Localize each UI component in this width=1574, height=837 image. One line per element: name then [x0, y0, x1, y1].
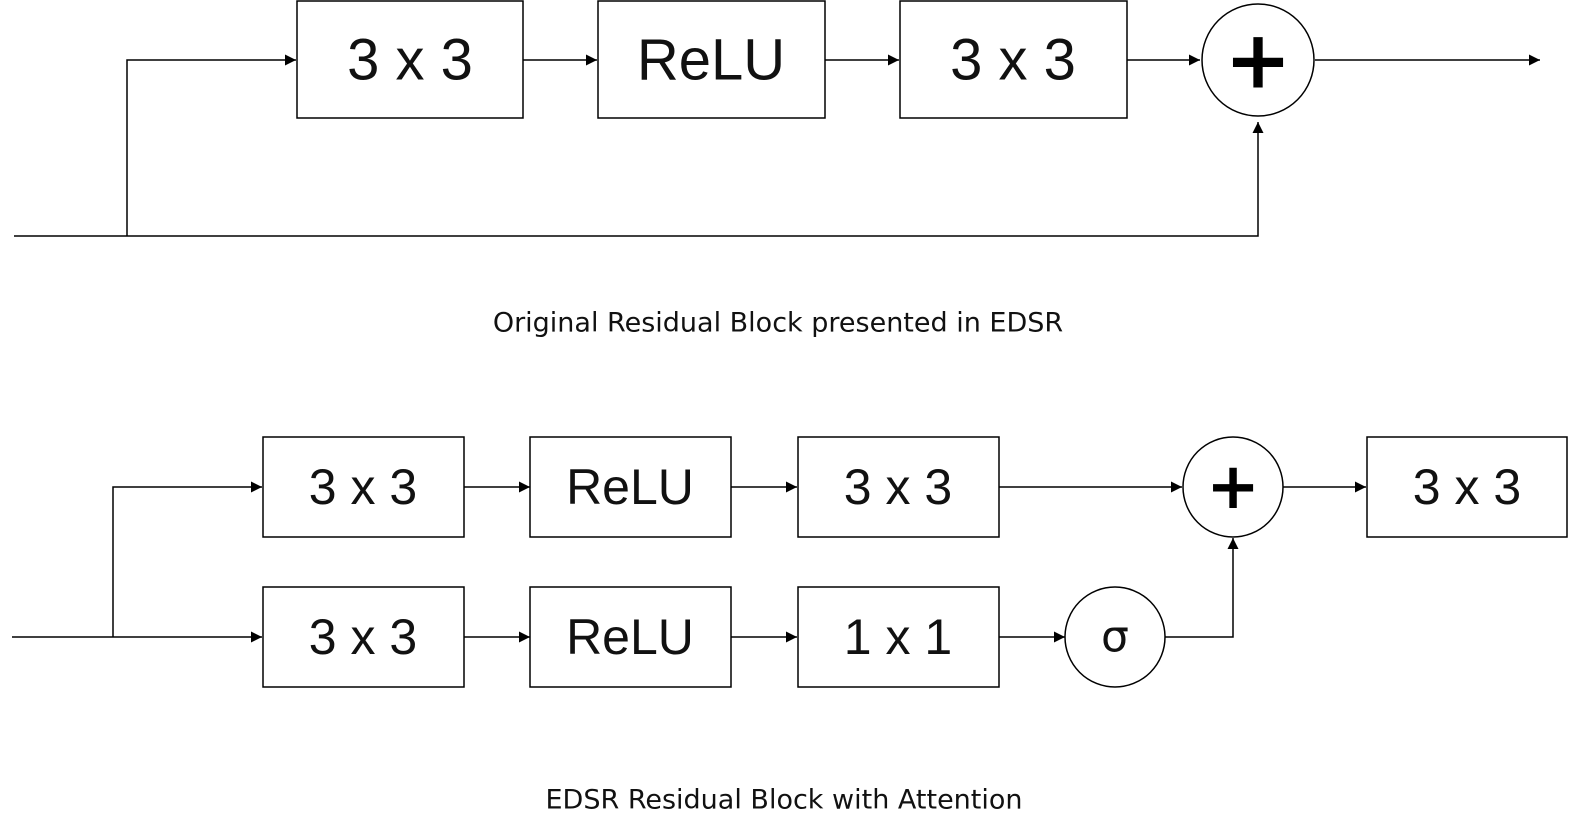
top-input-line [14, 122, 1264, 237]
top-conv-block-1-label: 3 x 3 [347, 28, 473, 93]
top-caption: Original Residual Block presented in EDS… [493, 308, 1063, 339]
bottom-add-icon: + [1206, 450, 1260, 524]
top-relu-block-label: ReLU [637, 28, 785, 93]
top-add-icon: + [1224, 14, 1291, 107]
bottom-main-conv-block-1-label: 3 x 3 [309, 459, 417, 515]
bottom-caption: EDSR Residual Block with Attention [545, 785, 1022, 816]
bottom-main-relu-block-label: ReLU [566, 459, 694, 515]
bottom-sigmoid-to-add-line [1165, 538, 1239, 638]
bottom-main-conv-block-1: 3 x 3 [262, 436, 465, 538]
top-residual-block: 3 x 3 ReLU 3 x 3 + [14, 0, 1540, 237]
top-conv-block-2: 3 x 3 [899, 0, 1128, 119]
bottom-output-conv-block: 3 x 3 [1366, 436, 1568, 538]
bottom-main-relu-block: ReLU [529, 436, 732, 538]
bottom-main-conv-block-2-label: 3 x 3 [844, 459, 952, 515]
bottom-branch-line [112, 481, 262, 637]
bottom-att-relu-block-label: ReLU [566, 609, 694, 665]
top-branch-line [126, 54, 296, 236]
bottom-att-1x1-block-label: 1 x 1 [844, 609, 952, 665]
bottom-att-conv-block: 3 x 3 [262, 586, 465, 688]
bottom-sigmoid-node: σ [1064, 586, 1166, 688]
bottom-main-conv-block-2: 3 x 3 [797, 436, 1000, 538]
bottom-att-conv-block-label: 3 x 3 [309, 609, 417, 665]
top-add-node: + [1201, 3, 1315, 117]
bottom-attention-block: 3 x 3 ReLU 3 x 3 3 x 3 ReLU 1 x 1 σ [12, 436, 1568, 688]
bottom-att-relu-block: ReLU [529, 586, 732, 688]
top-conv-block-1: 3 x 3 [296, 0, 524, 119]
top-conv-block-2-label: 3 x 3 [950, 28, 1076, 93]
top-relu-block: ReLU [597, 0, 826, 119]
bottom-add-node: + [1182, 436, 1284, 538]
sigmoid-icon: σ [1101, 612, 1129, 663]
bottom-output-conv-block-label: 3 x 3 [1413, 459, 1521, 515]
bottom-att-1x1-block: 1 x 1 [797, 586, 1000, 688]
